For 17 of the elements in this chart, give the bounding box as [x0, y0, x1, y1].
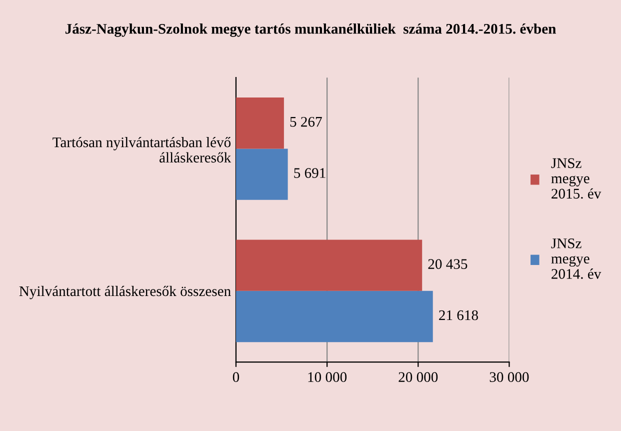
- data-label: 5 267: [290, 116, 322, 127]
- y-tick-label: Tartósan nyilvántartásban lévő álláskeresők: [52, 136, 232, 163]
- x-tick-label: 20 000: [398, 372, 438, 382]
- data-label: 21 618: [439, 310, 478, 320]
- bar: [236, 148, 288, 200]
- bar: [236, 97, 284, 149]
- data-label: 5 691: [294, 168, 326, 178]
- legend-label: JNSz megye 2014. év: [551, 238, 602, 279]
- bar: [236, 240, 422, 291]
- bar: [236, 290, 433, 342]
- y-tick-label: Nyilvántartott álláskeresők összesen: [19, 286, 231, 300]
- x-tick-label: 10 000: [308, 372, 347, 382]
- x-tick-label: 0: [232, 372, 240, 382]
- chart-title: Jász-Nagykun-Szolnok megye tartós munkanélküliek száma 2014.-2015. évben: [65, 23, 556, 37]
- x-tick-label: 30 000: [490, 372, 529, 382]
- data-label: 20 435: [428, 259, 468, 269]
- legend-label: JNSz megye 2015. év: [551, 158, 602, 199]
